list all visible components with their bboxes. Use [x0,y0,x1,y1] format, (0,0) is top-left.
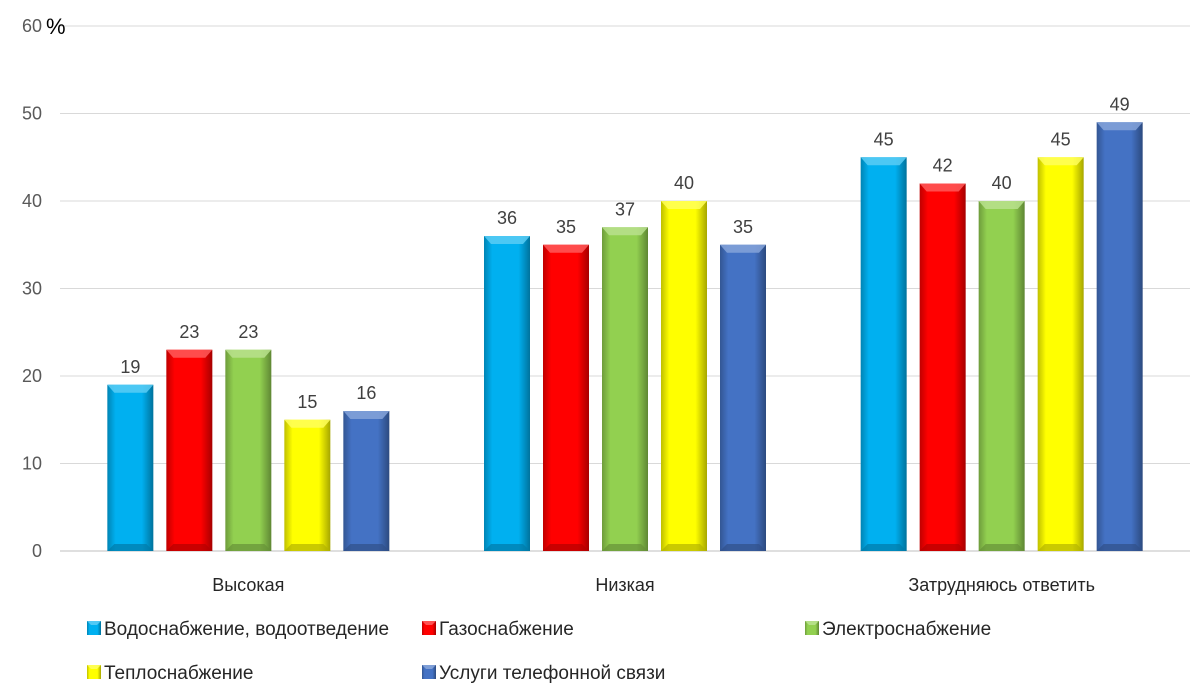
legend-item: Услуги телефонной связи [422,663,665,684]
bar [1096,122,1143,551]
legend-label: Услуги телефонной связи [439,663,665,684]
y-tick-label: 0 [32,541,42,561]
bar [107,384,154,551]
bar [484,236,530,551]
legend-item: Водоснабжение, водоотведение [87,619,389,640]
bar [661,201,707,551]
data-label: 23 [238,322,258,342]
data-label: 36 [497,208,517,228]
data-label: 40 [674,173,694,193]
data-label: 49 [1110,94,1130,114]
bar [978,201,1025,551]
data-label: 35 [556,217,576,237]
data-label: 19 [120,357,140,377]
y-tick-label: 20 [22,366,42,386]
legend-label: Газоснабжение [439,619,574,640]
y-tick-label: 10 [22,454,42,474]
bar [543,244,589,551]
y-unit-label: % [46,14,66,39]
bar [1037,157,1084,551]
y-tick-label: 30 [22,279,42,299]
bar [225,349,272,551]
category-label: Затрудняюсь ответить [908,575,1095,595]
data-label: 40 [992,173,1012,193]
legend-item: Теплоснабжение [87,663,253,684]
bar [860,157,907,551]
y-tick-label: 60 [22,16,42,36]
bar [919,183,966,551]
bar [284,419,331,551]
data-label: 23 [179,322,199,342]
legend-label: Водоснабжение, водоотведение [104,619,389,640]
data-label: 45 [874,129,894,149]
category-label: Высокая [212,575,284,595]
bar [343,411,390,551]
data-label: 37 [615,199,635,219]
data-label: 16 [356,383,376,403]
data-label: 15 [297,392,317,412]
y-tick-label: 50 [22,104,42,124]
data-label: 35 [733,217,753,237]
legend-label: Теплоснабжение [104,663,253,684]
legend-item: Электроснабжение [805,619,991,640]
labels: 0 10 20 30 40 50 60 % 19 23 23 15 16 Высокая 36 35 37 40 3… [22,14,1130,595]
legend-item: Газоснабжение [422,619,574,640]
category-label: Низкая [595,575,654,595]
bar [166,349,213,551]
y-tick-label: 40 [22,191,42,211]
data-label: 42 [933,156,953,176]
bars [107,122,1143,551]
legend-label: Электроснабжение [822,619,991,640]
data-label: 45 [1051,129,1071,149]
legend: Водоснабжение, водоотведение Газоснабжени… [87,619,991,684]
bar [720,244,766,551]
bar [602,227,648,551]
